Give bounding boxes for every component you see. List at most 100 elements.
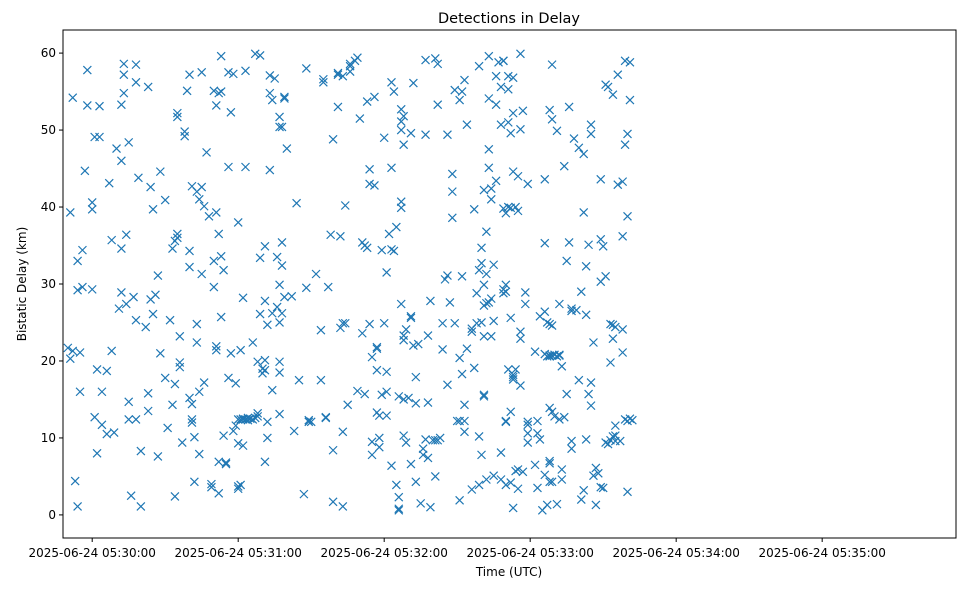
data-point xyxy=(498,204,508,213)
data-point xyxy=(391,480,401,490)
data-point xyxy=(272,252,282,262)
data-point xyxy=(562,256,572,266)
data-point xyxy=(124,137,134,147)
data-point xyxy=(318,77,328,87)
data-point xyxy=(209,282,219,292)
data-point xyxy=(445,298,455,307)
data-point xyxy=(73,256,83,266)
data-point xyxy=(352,386,362,396)
data-point xyxy=(260,296,270,306)
data-point xyxy=(233,438,243,448)
data-point xyxy=(586,401,596,411)
data-point xyxy=(513,484,523,494)
data-point xyxy=(501,480,511,490)
data-point xyxy=(523,417,533,427)
data-point xyxy=(241,66,250,76)
data-point xyxy=(399,111,409,121)
data-point xyxy=(554,415,564,424)
data-point xyxy=(255,50,265,60)
data-point xyxy=(209,86,219,96)
data-point xyxy=(180,131,190,141)
x-tick-label: 2025-06-24 05:31:00 xyxy=(174,546,301,560)
data-point xyxy=(496,448,506,457)
data-point xyxy=(474,265,484,275)
data-point xyxy=(116,156,126,166)
data-point xyxy=(460,400,469,410)
data-point xyxy=(450,85,460,95)
data-point xyxy=(542,318,552,327)
data-point xyxy=(75,348,85,357)
data-point xyxy=(333,68,343,78)
data-point xyxy=(552,126,562,136)
data-point xyxy=(197,67,207,77)
data-point xyxy=(345,59,355,69)
data-point xyxy=(87,197,97,207)
data-point xyxy=(109,428,119,437)
data-point xyxy=(374,433,384,443)
data-point xyxy=(78,282,87,292)
data-point xyxy=(326,230,336,240)
data-point xyxy=(620,56,630,66)
data-point xyxy=(606,358,615,367)
data-point xyxy=(498,56,508,66)
data-point xyxy=(214,457,224,467)
data-point xyxy=(304,415,314,425)
data-point xyxy=(151,290,160,300)
data-point xyxy=(399,335,409,345)
data-point xyxy=(625,57,635,67)
data-point xyxy=(503,202,513,212)
data-point xyxy=(70,476,80,486)
data-point xyxy=(333,70,343,80)
data-point xyxy=(260,365,270,375)
data-point xyxy=(389,87,399,97)
data-point xyxy=(209,256,219,266)
y-tick-label: 20 xyxy=(41,354,56,368)
data-point xyxy=(238,293,248,303)
data-point xyxy=(586,120,596,130)
data-point xyxy=(357,328,367,338)
data-point xyxy=(197,269,207,279)
data-point xyxy=(411,372,421,382)
data-point xyxy=(508,503,518,513)
data-point xyxy=(460,427,469,437)
data-point xyxy=(408,78,418,88)
data-point xyxy=(433,59,443,69)
data-point xyxy=(277,308,287,318)
data-point xyxy=(559,412,569,422)
data-point xyxy=(571,305,581,315)
data-point xyxy=(423,453,433,463)
data-point xyxy=(387,77,396,87)
data-point xyxy=(219,265,229,275)
data-point xyxy=(175,358,185,367)
data-point xyxy=(211,207,221,217)
data-point xyxy=(503,117,513,127)
data-point xyxy=(501,280,511,290)
chart-title: Detections in Delay xyxy=(438,11,580,27)
data-point xyxy=(596,482,606,492)
data-point xyxy=(623,129,632,139)
data-point xyxy=(545,458,555,468)
data-point xyxy=(450,318,460,328)
data-point xyxy=(204,211,214,221)
data-point xyxy=(185,70,194,80)
data-point xyxy=(601,438,611,447)
data-point xyxy=(506,313,516,323)
data-point xyxy=(516,327,525,337)
data-point xyxy=(474,61,484,71)
data-point xyxy=(557,361,567,371)
data-point xyxy=(260,241,270,251)
data-point xyxy=(506,128,516,138)
data-point xyxy=(172,233,182,243)
data-point xyxy=(411,477,421,487)
data-point xyxy=(547,321,557,330)
data-point xyxy=(87,204,97,214)
data-point xyxy=(452,416,462,426)
data-point xyxy=(119,70,129,80)
data-point xyxy=(267,385,277,395)
data-point xyxy=(603,82,613,92)
data-point xyxy=(547,60,557,70)
data-point xyxy=(589,471,598,481)
data-point xyxy=(581,310,591,320)
data-point xyxy=(182,86,192,96)
